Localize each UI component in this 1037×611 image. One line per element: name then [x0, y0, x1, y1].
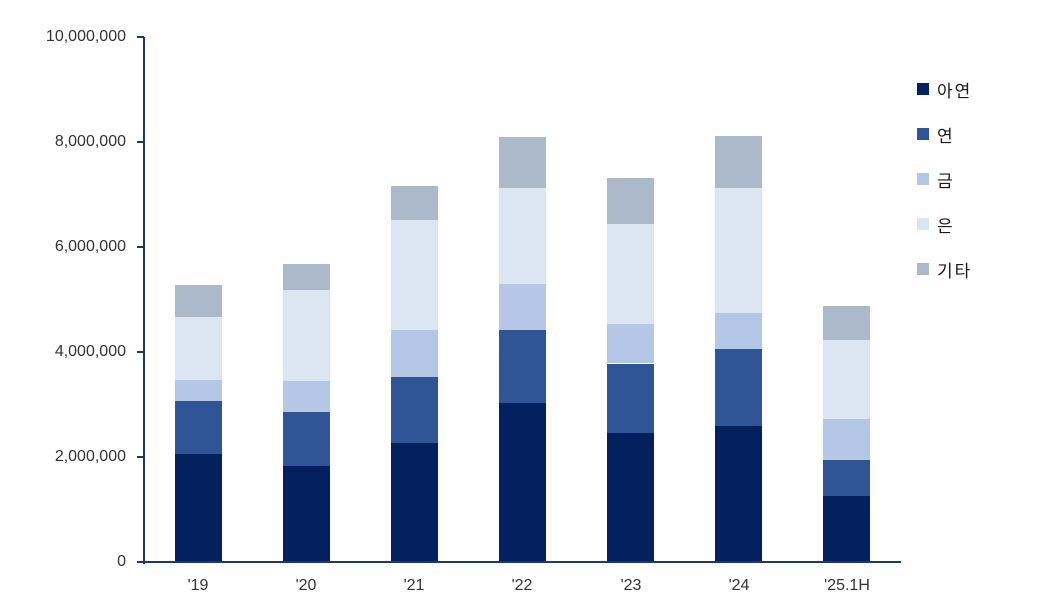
bar-segment-은 — [175, 317, 222, 381]
bar-segment-아연 — [607, 433, 654, 562]
bar-segment-연 — [283, 412, 330, 467]
y-axis-tick-label: 2,000,000 — [54, 448, 126, 465]
x-axis-tick-label: '24 — [728, 577, 750, 594]
y-axis-tick-label: 0 — [117, 553, 126, 570]
bar-segment-금 — [607, 323, 654, 364]
bar-segment-연 — [823, 460, 870, 496]
y-axis-tick-mark — [137, 456, 144, 458]
y-axis-tick-label: 4,000,000 — [54, 343, 126, 360]
y-axis-tick-mark — [137, 36, 144, 38]
legend-label: 기타 — [937, 261, 973, 281]
x-axis-tick-label: '25.1H — [824, 577, 870, 594]
y-axis-tick-mark — [137, 246, 144, 248]
legend-item-기타: 기타 — [917, 260, 972, 281]
bar-segment-연 — [499, 329, 546, 403]
legend-label: 은 — [937, 216, 955, 236]
bar-segment-금 — [175, 380, 222, 401]
bar-segment-아연 — [391, 442, 438, 562]
bar-segment-기타 — [607, 178, 654, 224]
bar-segment-은 — [715, 187, 762, 313]
legend-label: 연 — [937, 126, 955, 146]
bar-segment-금 — [715, 312, 762, 350]
y-axis-tick-mark — [137, 351, 144, 353]
y-axis-tick-mark — [137, 141, 144, 143]
bar-segment-은 — [607, 223, 654, 324]
x-axis-tick-label: '22 — [511, 577, 533, 594]
x-axis-tick-label: '20 — [295, 577, 317, 594]
x-axis-tick-label: '21 — [403, 577, 425, 594]
bar-segment-아연 — [175, 454, 222, 562]
bar-segment-연 — [607, 363, 654, 434]
bar-segment-금 — [499, 283, 546, 330]
bar-segment-금 — [823, 418, 870, 461]
bar-segment-기타 — [499, 136, 546, 189]
bar-segment-아연 — [499, 402, 546, 562]
bar-segment-기타 — [175, 285, 222, 318]
legend-item-은: 은 — [917, 215, 955, 236]
bar-segment-은 — [283, 290, 330, 381]
bar-segment-금 — [391, 329, 438, 378]
legend-swatch-icon — [917, 218, 929, 230]
x-axis-line — [137, 561, 901, 563]
legend-item-연: 연 — [917, 125, 955, 146]
legend-item-아연: 아연 — [917, 80, 972, 101]
bar-segment-아연 — [823, 495, 870, 563]
bar-segment-기타 — [715, 136, 762, 188]
y-axis-tick-label: 10,000,000 — [45, 28, 126, 45]
bar-segment-은 — [823, 339, 870, 419]
bar-segment-기타 — [391, 185, 438, 221]
bar-segment-금 — [283, 380, 330, 413]
y-axis-tick-label: 8,000,000 — [54, 133, 126, 150]
bar-segment-연 — [715, 349, 762, 427]
bar-segment-연 — [391, 377, 438, 443]
legend-swatch-icon — [917, 173, 929, 185]
bar-segment-기타 — [823, 306, 870, 340]
bar-segment-은 — [391, 220, 438, 330]
x-axis-tick-label: '23 — [620, 577, 642, 594]
y-axis-tick-label: 6,000,000 — [54, 238, 126, 255]
legend-swatch-icon — [917, 83, 929, 95]
legend-label: 아연 — [937, 81, 973, 101]
bar-segment-은 — [499, 188, 546, 284]
y-axis-line — [143, 37, 145, 564]
bar-segment-기타 — [283, 263, 330, 291]
bar-segment-아연 — [715, 426, 762, 562]
bar-segment-연 — [175, 400, 222, 455]
legend-swatch-icon — [917, 263, 929, 275]
legend-swatch-icon — [917, 128, 929, 140]
legend-item-금: 금 — [917, 170, 955, 191]
x-axis-tick-label: '19 — [187, 577, 209, 594]
legend-label: 금 — [937, 171, 955, 191]
bar-segment-아연 — [283, 466, 330, 562]
